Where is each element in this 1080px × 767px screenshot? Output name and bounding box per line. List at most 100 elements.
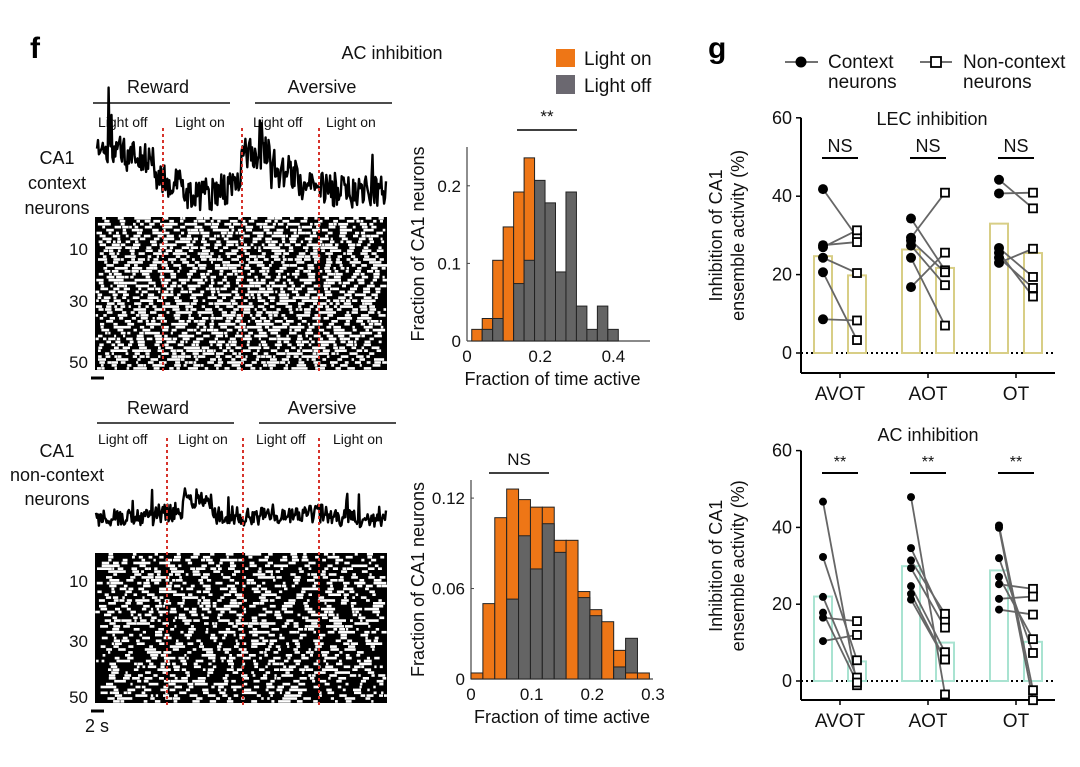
raster-event (335, 367, 341, 370)
raster-event (224, 331, 228, 335)
raster-event (147, 293, 155, 297)
raster-event (198, 314, 202, 317)
raster-event (170, 628, 175, 631)
raster-event (229, 337, 236, 341)
context-neuron-point (819, 613, 827, 622)
raster-event (356, 320, 363, 323)
raster-event (153, 367, 160, 370)
raster-event (322, 275, 329, 279)
raster-event (349, 590, 355, 594)
raster-event (251, 587, 259, 591)
raster-event (131, 258, 135, 261)
raster-event (152, 317, 155, 320)
raster-event (303, 246, 309, 249)
raster-event (269, 317, 273, 320)
non-context-neuron-point (940, 622, 950, 633)
raster-event (146, 651, 162, 654)
raster-event (131, 567, 138, 570)
raster-event (345, 270, 349, 273)
raster-event (204, 367, 209, 370)
raster-event (137, 364, 144, 367)
raster-event (304, 564, 310, 568)
histogram-bar (513, 283, 525, 342)
raster-event (205, 558, 213, 562)
raster-event (128, 343, 133, 347)
raster-event (116, 358, 129, 361)
raster-event (298, 296, 310, 299)
raster-event (113, 296, 117, 299)
raster-event (313, 302, 318, 305)
raster-event (108, 651, 111, 654)
raster-event (217, 219, 221, 223)
raster-event (117, 343, 124, 347)
raster-event (299, 668, 306, 671)
raster-event (288, 249, 294, 252)
y-tick-label: 0.2 (437, 177, 461, 196)
raster-event (244, 688, 252, 692)
non-context-neuron-point (940, 608, 950, 619)
pairing-line (822, 634, 858, 642)
raster-event (137, 679, 142, 683)
raster-event (114, 656, 120, 660)
raster-event (148, 682, 159, 686)
raster-event (319, 691, 322, 695)
x-tick-label: 0 (466, 685, 475, 704)
raster-event (238, 628, 244, 631)
raster-event (340, 355, 349, 358)
raster-event (325, 243, 333, 247)
raster-event (202, 648, 213, 651)
raster-event (178, 564, 182, 568)
raster-event (124, 255, 136, 258)
raster-event (269, 639, 278, 643)
raster-event (286, 225, 289, 229)
raster-event (171, 328, 177, 332)
raster-event (193, 320, 199, 323)
raster-event (347, 340, 354, 344)
raster-event (273, 564, 288, 568)
raster-event (286, 352, 303, 355)
raster-event (201, 237, 205, 241)
raster-event (237, 246, 251, 249)
raster-event (145, 659, 151, 663)
raster-event (308, 325, 315, 329)
raster-event (266, 284, 270, 288)
raster-event (268, 645, 272, 648)
raster-event (215, 334, 224, 338)
context-neuron-point (994, 188, 1004, 199)
raster-event (301, 225, 312, 229)
raster-event (98, 281, 104, 285)
raster-event (330, 648, 339, 651)
raster-event (308, 648, 311, 651)
raster-event (314, 364, 318, 367)
raster-event (322, 616, 328, 620)
raster-event (298, 252, 306, 255)
raster-event (349, 334, 361, 338)
raster-event (176, 367, 180, 370)
raster-event (142, 596, 145, 599)
raster-event (360, 619, 363, 622)
raster-event (363, 659, 372, 663)
raster-event (183, 364, 187, 367)
raster-event (218, 642, 223, 645)
raster-event (354, 622, 369, 625)
y-tick-label: 0 (782, 343, 792, 363)
raster-event (217, 281, 223, 285)
raster-event (125, 246, 132, 249)
raster-event (306, 328, 312, 332)
raster-event (249, 564, 257, 568)
non-context-neuron-point (852, 315, 862, 326)
raster-event (379, 320, 382, 323)
raster-event (208, 656, 216, 660)
raster-event (265, 688, 269, 692)
raster-event (352, 668, 358, 671)
raster-event (266, 682, 273, 686)
raster-event (126, 337, 133, 341)
raster-event (265, 590, 272, 594)
raster-event (208, 662, 212, 666)
raster-event (294, 576, 301, 579)
raster-event (315, 367, 325, 370)
raster-event (200, 231, 210, 235)
raster-event (157, 299, 163, 302)
raster-event (307, 287, 314, 291)
raster-event (210, 278, 214, 282)
